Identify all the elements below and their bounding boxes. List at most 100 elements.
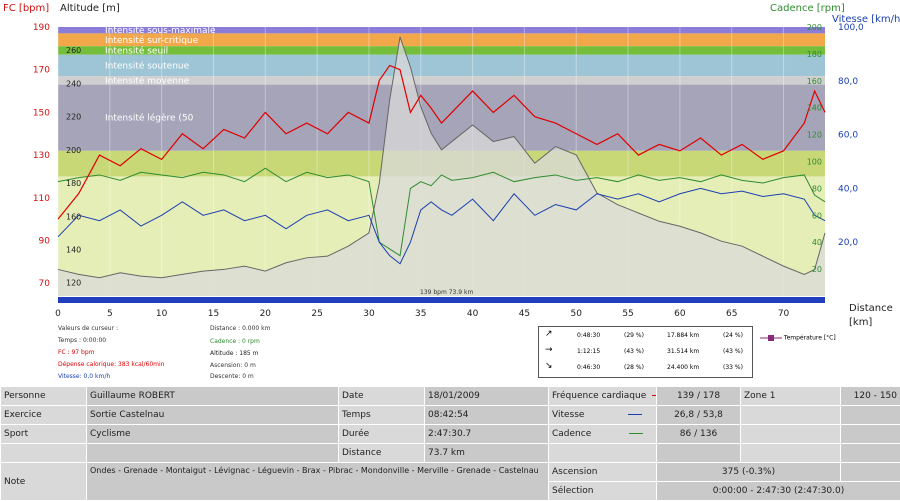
stat-dist: 31.514 km: [667, 348, 699, 355]
temperature-legend: Température [°C]: [760, 334, 836, 342]
slope-stats-box: ↗ 0:48:30 (29 %) 17.884 km (24 %) → 1:12…: [538, 326, 753, 378]
table-row: Exercice Sortie Castelnau Temps 08:42:54…: [1, 406, 900, 425]
empty-cell: [1, 444, 87, 463]
fc-tick-label: 70: [39, 279, 51, 289]
altitude-tick-label: 260: [66, 46, 81, 55]
stat-time: 0:46:30: [577, 364, 600, 371]
distance-tick-label: 0: [55, 309, 61, 319]
speed-tick-label: 80,0: [838, 77, 858, 87]
cadence-tick-label: 80: [812, 184, 822, 193]
cadence-swatch: [629, 433, 643, 434]
exercice-value: Sortie Castelnau: [87, 406, 339, 425]
distance-tick-label: 60: [674, 309, 686, 319]
distance-tick-label: 5: [107, 309, 113, 319]
empty-cell: [549, 444, 657, 463]
table-row: Personne Guillaume ROBERT Date 18/01/200…: [1, 387, 900, 406]
ascension-value: 375 (-0.3%): [657, 463, 841, 482]
empty-cell: [841, 425, 900, 444]
vitesse-label: Vitesse: [552, 410, 584, 420]
empty-cell: [657, 444, 741, 463]
distance-tick-label: 70: [778, 309, 790, 319]
altitude-tick-label: 180: [66, 179, 81, 188]
duree-label: Durée: [339, 425, 425, 444]
cadence-tick-label: 140: [807, 104, 822, 113]
cursor-ascension: Ascension: 0 m: [210, 362, 256, 369]
distance-tick-label: 65: [726, 309, 737, 319]
arrow-down-icon: ↘: [545, 361, 553, 371]
cadence-label-cell: Cadence: [549, 425, 657, 444]
stat-time: 0:48:30: [577, 332, 600, 339]
cursor-cadence: Cadence : 0 rpm: [210, 338, 260, 345]
empty-cell: [841, 406, 900, 425]
distance-tick-label: 55: [622, 309, 633, 319]
empty-cell: [841, 444, 900, 463]
date-value: 18/01/2009: [425, 387, 549, 406]
empty-cell: [741, 406, 841, 425]
fc-tick-label: 190: [33, 23, 50, 33]
sport-value: Cyclisme: [87, 425, 339, 444]
empty-cell: [741, 425, 841, 444]
distance-tick-label: 35: [415, 309, 426, 319]
distance-axis-title: Distance: [849, 303, 893, 314]
stats-row-up: ↗ 0:48:30 (29 %) 17.884 km (24 %): [539, 328, 752, 344]
note-label: Note: [1, 463, 87, 501]
empty-cell: [841, 463, 900, 482]
duree-value: 2:47:30.7: [425, 425, 549, 444]
cadence-tick-label: 20: [812, 265, 822, 274]
altitude-tick-label: 120: [66, 279, 81, 288]
altitude-axis-title: Altitude [m]: [60, 3, 120, 14]
stat-dist: 24.400 km: [667, 364, 699, 371]
cursor-depense: Dépense calorique: 383 kcal/60min: [58, 361, 164, 368]
fc-tick-label: 90: [39, 236, 51, 246]
zone-label: Intensité légère (50: [105, 113, 194, 124]
altitude-tick-label: 240: [66, 79, 81, 88]
stat-pct: (28 %): [624, 364, 644, 371]
speed-tick-label: 60,0: [838, 131, 858, 141]
exercice-label: Exercice: [1, 406, 87, 425]
vitesse-value: 26,8 / 53,8: [657, 406, 741, 425]
fc-tick-label: 170: [33, 66, 50, 76]
date-label: Date: [339, 387, 425, 406]
fc-label-cell: Fréquence cardiaque: [549, 387, 657, 406]
empty-cell: [741, 444, 841, 463]
stats-row-flat: → 1:12:15 (43 %) 31.514 km (43 %): [539, 344, 752, 360]
temperature-legend-swatch: [760, 334, 782, 342]
cadence-tick-label: 200: [807, 23, 822, 32]
vitesse-swatch: [628, 414, 642, 415]
distance-tick-label: 15: [208, 309, 219, 319]
distance-axis-bar: [58, 297, 825, 303]
stat-time: 1:12:15: [577, 348, 600, 355]
altitude-tick-label: 160: [66, 212, 81, 221]
distance-tick-label: 40: [467, 309, 479, 319]
arrow-right-icon: →: [545, 345, 553, 355]
stats-row-down: ↘ 0:46:30 (28 %) 24.400 km (33 %): [539, 360, 752, 376]
cadence-label: Cadence: [552, 429, 591, 439]
speed-tick-label: 20,0: [838, 238, 858, 248]
stat-dpct: (33 %): [723, 364, 743, 371]
distance-tick-label: 45: [519, 309, 530, 319]
cursor-vitesse: Vitesse: 0,0 km/h: [58, 373, 110, 380]
note-value: Ondes - Grenade - Montaigut - Lévignac -…: [87, 463, 549, 501]
personne-label: Personne: [1, 387, 87, 406]
distance-tick-label: 50: [571, 309, 583, 319]
cursor-altitude: Altitude : 185 m: [210, 350, 259, 357]
zone-band: [58, 46, 825, 55]
fc-swatch: [652, 395, 656, 396]
cursor-fc: FC : 97 bpm: [58, 349, 94, 356]
cadence-tick-label: 60: [812, 211, 822, 220]
altitude-tick-label: 220: [66, 113, 81, 122]
selection-label: Sélection: [549, 482, 657, 501]
table-row: Note Ondes - Grenade - Montaigut - Lévig…: [1, 463, 900, 482]
table-row: Sport Cyclisme Durée 2:47:30.7 Cadence 8…: [1, 425, 900, 444]
empty-cell: [87, 444, 339, 463]
ascension-label: Ascension: [549, 463, 657, 482]
fc-tick-label: 150: [33, 108, 50, 118]
fc-label: Fréquence cardiaque: [552, 391, 646, 401]
distance-label: Distance: [339, 444, 425, 463]
table-row: Distance 73.7 km: [1, 444, 900, 463]
fc-tick-label: 110: [33, 194, 50, 204]
stat-pct: (43 %): [624, 348, 644, 355]
distance-tick-label: 20: [260, 309, 272, 319]
temperature-legend-label: Température [°C]: [784, 335, 836, 342]
